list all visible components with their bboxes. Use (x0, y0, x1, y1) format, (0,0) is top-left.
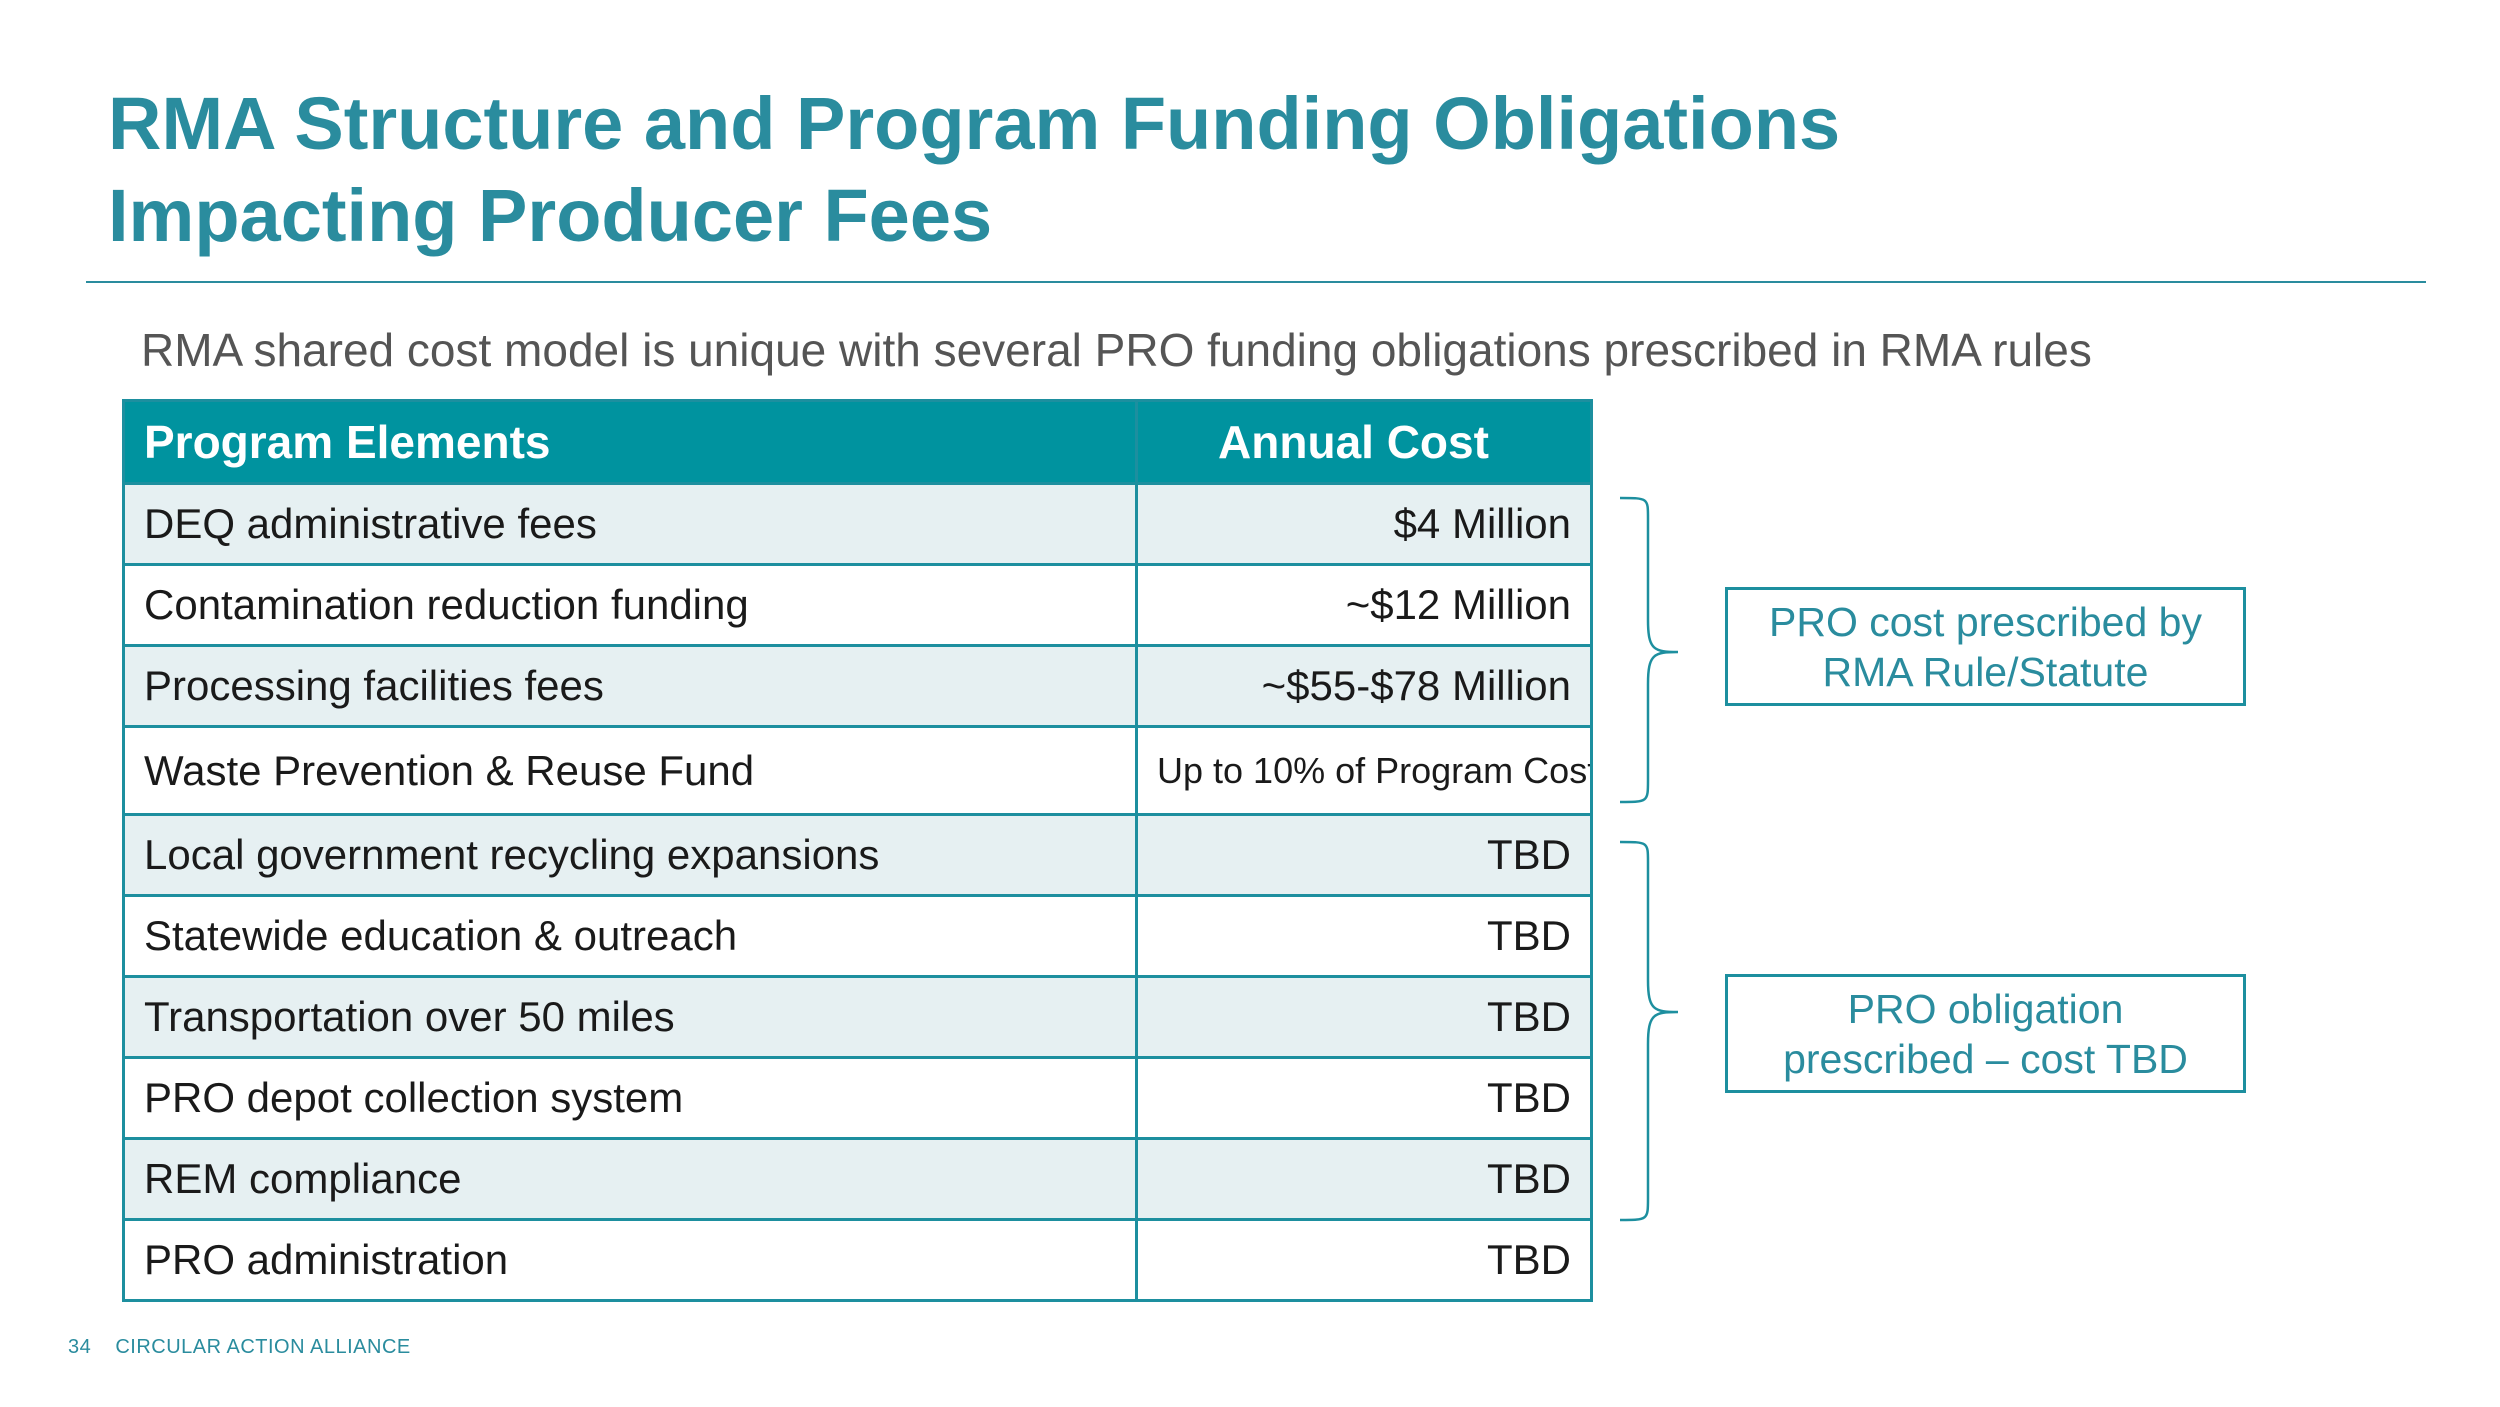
footer-organization: CIRCULAR ACTION ALLIANCE (115, 1336, 411, 1358)
table-row: Statewide education & outreach TBD (122, 894, 1593, 978)
callout-obligation-tbd-text: PRO obligation prescribed – cost TBD (1783, 985, 2188, 1082)
slide-footer: 34 CIRCULAR ACTION ALLIANCE (68, 1336, 411, 1359)
slide-title-line-2: Impacting Producer Fees (108, 174, 993, 257)
annual-cost-cell: TBD (1135, 1056, 1593, 1140)
callout-prescribed-cost: PRO cost prescribed by RMA Rule/Statute (1725, 587, 2246, 706)
table-row: Transportation over 50 miles TBD (122, 975, 1593, 1059)
table-row: REM compliance TBD (122, 1137, 1593, 1221)
program-element-cell: PRO administration (122, 1218, 1138, 1302)
program-element-cell: Contamination reduction funding (122, 563, 1138, 647)
program-element-cell: Processing facilities fees (122, 644, 1138, 728)
slide-subtitle: RMA shared cost model is unique with sev… (141, 324, 2092, 376)
callout-prescribed-cost-text: PRO cost prescribed by RMA Rule/Statute (1769, 598, 2202, 695)
bracket-group-icons (1619, 496, 1679, 1222)
slide-title-line-1: RMA Structure and Program Funding Obliga… (108, 82, 1841, 165)
program-element-cell: Local government recycling expansions (122, 813, 1138, 897)
annual-cost-cell: TBD (1135, 1218, 1593, 1302)
program-element-cell: Waste Prevention & Reuse Fund (122, 725, 1138, 816)
title-divider (86, 281, 2426, 283)
program-element-cell: PRO depot collection system (122, 1056, 1138, 1140)
slide-title: RMA Structure and Program Funding Obliga… (108, 78, 2308, 262)
program-element-cell: Transportation over 50 miles (122, 975, 1138, 1059)
annual-cost-cell: TBD (1135, 1137, 1593, 1221)
header-program-elements: Program Elements (122, 399, 1138, 485)
bracket-tbd-icon (1619, 840, 1679, 1222)
program-element-cell: REM compliance (122, 1137, 1138, 1221)
annual-cost-cell: $4 Million (1135, 482, 1593, 566)
bracket-prescribed-icon (1619, 496, 1679, 804)
program-cost-table: Program Elements Annual Cost DEQ adminis… (122, 399, 1593, 1302)
table-header-row: Program Elements Annual Cost (122, 399, 1593, 485)
program-element-cell: Statewide education & outreach (122, 894, 1138, 978)
annual-cost-cell: Up to 10% of Program Cost (1135, 725, 1593, 816)
page-number: 34 (68, 1336, 92, 1358)
table-row: DEQ administrative fees $4 Million (122, 482, 1593, 566)
annual-cost-cell: TBD (1135, 975, 1593, 1059)
annual-cost-cell: ~$12 Million (1135, 563, 1593, 647)
annual-cost-cell: ~$55-$78 Million (1135, 644, 1593, 728)
program-element-cell: DEQ administrative fees (122, 482, 1138, 566)
table-row: Local government recycling expansions TB… (122, 813, 1593, 897)
table-row: Waste Prevention & Reuse Fund Up to 10% … (122, 725, 1593, 816)
table-row: PRO depot collection system TBD (122, 1056, 1593, 1140)
header-annual-cost: Annual Cost (1135, 399, 1593, 485)
table-row: Contamination reduction funding ~$12 Mil… (122, 563, 1593, 647)
annual-cost-cell: TBD (1135, 813, 1593, 897)
callout-obligation-tbd: PRO obligation prescribed – cost TBD (1725, 974, 2246, 1093)
table-row: Processing facilities fees ~$55-$78 Mill… (122, 644, 1593, 728)
table-row: PRO administration TBD (122, 1218, 1593, 1302)
annual-cost-cell: TBD (1135, 894, 1593, 978)
